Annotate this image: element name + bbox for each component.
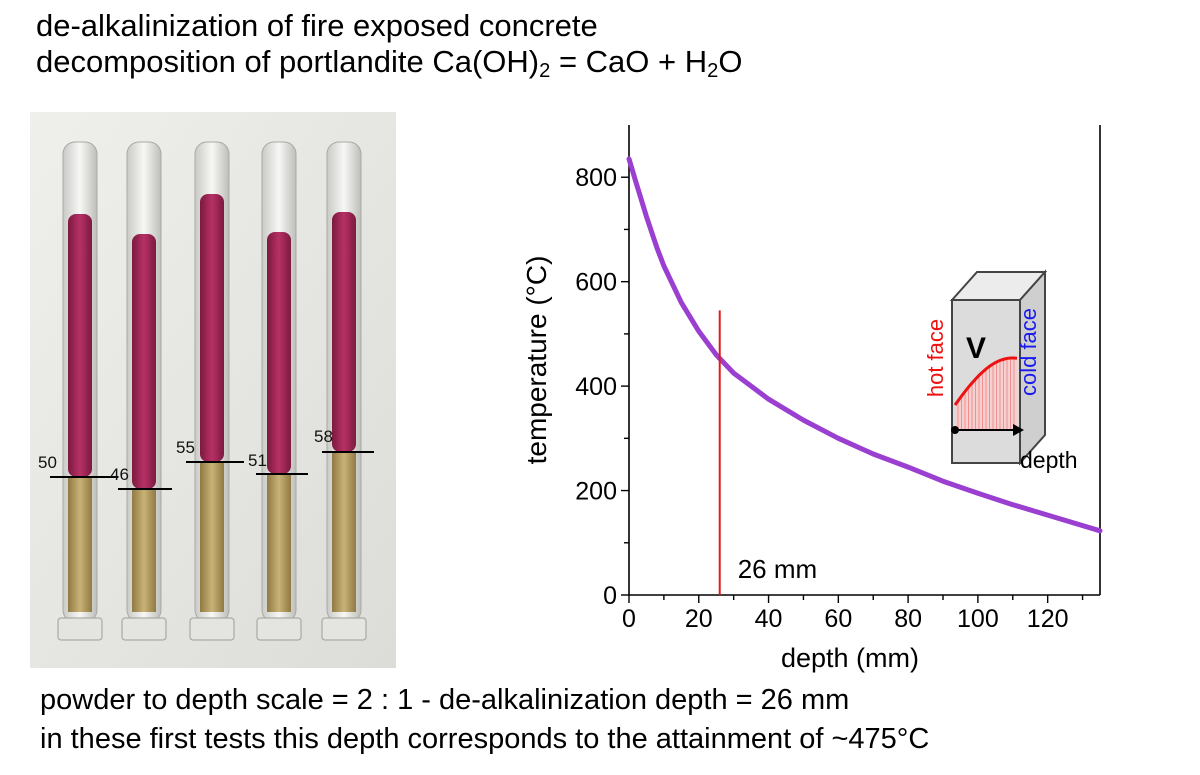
tube-tan-powder xyxy=(132,489,156,612)
title-formula-mid: = CaO + H xyxy=(550,44,708,79)
inset-arrow-origin xyxy=(951,426,959,434)
inset-arrow-head xyxy=(1013,424,1024,436)
y-tick-label: 200 xyxy=(575,478,617,506)
x-tick-label: 80 xyxy=(894,605,922,633)
tube-base xyxy=(321,617,367,641)
test-tube: 50 xyxy=(38,141,118,641)
x-tick-label: 40 xyxy=(755,605,783,633)
tube-base xyxy=(121,617,167,641)
y-tick-label: 400 xyxy=(575,373,617,401)
test-tube: 58 xyxy=(314,141,374,641)
temperature-curve xyxy=(626,156,1103,534)
tube-depth-label: 46 xyxy=(110,465,129,484)
x-axis-label: depth (mm) xyxy=(781,643,919,673)
tube-base xyxy=(256,617,302,641)
tube-magenta-powder xyxy=(267,232,291,474)
title-formula-sub-1: 2 xyxy=(539,60,551,83)
y-tick-label: 0 xyxy=(603,582,617,610)
tube-tan-powder xyxy=(68,477,92,612)
inset-symbol-v: V xyxy=(966,332,986,365)
title-formula-sub-2: 2 xyxy=(707,60,719,83)
tube-base xyxy=(57,617,103,641)
x-tick-label: 20 xyxy=(685,605,713,633)
title-formula-suffix: O xyxy=(718,44,743,79)
tube-magenta-powder xyxy=(132,234,156,489)
test-tubes-photo: 50 46 55 51 58 xyxy=(30,112,396,668)
tube-magenta-powder xyxy=(332,212,356,452)
y-tick-label: 800 xyxy=(575,164,617,192)
test-tube: 55 xyxy=(176,141,244,641)
x-tick-label: 100 xyxy=(957,605,999,633)
x-tick-label: 60 xyxy=(824,605,852,633)
tube-base xyxy=(189,617,235,641)
footer-line-2: in these first tests this depth correspo… xyxy=(40,723,930,755)
plot-group: 0 200 400 600 800 0 20 40 60 80 100 120 depth (mm) te… xyxy=(521,125,1103,673)
depth-marker-label: 26 mm xyxy=(738,554,817,584)
footer-line-1: powder to depth scale = 2 : 1 - de-alkal… xyxy=(40,684,850,716)
y-tick-label: 600 xyxy=(575,269,617,297)
test-tube: 46 xyxy=(110,141,172,641)
tube-tan-powder xyxy=(267,474,291,612)
test-tube: 51 xyxy=(248,141,308,641)
inset-cold-face-label: cold face xyxy=(1016,308,1041,396)
y-axis-label: temperature (°C) xyxy=(521,256,552,465)
tube-depth-label: 58 xyxy=(314,427,333,446)
tube-magenta-powder xyxy=(200,194,224,462)
title-line-2: decomposition of portlandite Ca(OH)2 = C… xyxy=(36,44,743,83)
title-line-1: de-alkalinization of fire exposed concre… xyxy=(36,8,598,43)
tube-tan-powder xyxy=(200,462,224,612)
inset-profile-curve xyxy=(953,356,1018,406)
temperature-depth-chart: 0 200 400 600 800 0 20 40 60 80 100 120 depth (mm) te… xyxy=(521,125,1103,673)
tube-depth-label: 51 xyxy=(248,451,267,470)
inset-hot-face-label: hot face xyxy=(923,319,948,397)
tube-magenta-powder xyxy=(68,214,92,477)
title-formula-prefix: decomposition of portlandite Ca(OH) xyxy=(36,44,540,79)
x-tick-label: 0 xyxy=(622,605,636,633)
tube-depth-label: 50 xyxy=(38,453,57,472)
x-tick-label: 120 xyxy=(1027,605,1069,633)
tube-tan-powder xyxy=(332,452,356,612)
inset-depth-label: depth xyxy=(1020,447,1078,473)
tube-depth-label: 55 xyxy=(176,438,195,457)
